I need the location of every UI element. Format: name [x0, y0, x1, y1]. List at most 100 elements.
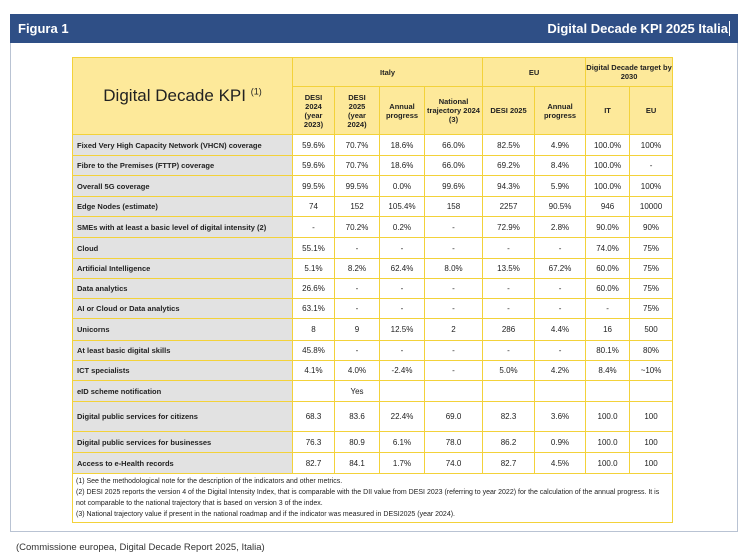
table-cell: - [379, 237, 425, 259]
table-cell: 78.0 [423, 431, 484, 453]
table-cell [292, 380, 335, 402]
table-cell: 2257 [482, 196, 536, 217]
table-cell: - [534, 298, 587, 319]
table-cell: - [334, 278, 380, 299]
table-cell: - [423, 216, 484, 238]
table-cell: 90.5% [534, 196, 587, 217]
table-cell: 70.2% [334, 216, 380, 238]
table-cell: 4.1% [292, 360, 335, 381]
table-row: SMEs with at least a basic level of digi… [72, 216, 674, 238]
table-cell: 69.2% [482, 155, 536, 176]
table-row: ICT specialists 4.1% 4.0% -2.4% -5.0% 4.2% 8.4… [72, 360, 674, 381]
figure-header: Figura 1 Digital Decade KPI 2025 Italia [10, 14, 738, 43]
table-cell: 4.9% [534, 134, 587, 156]
column-header: Annual progress [379, 86, 425, 135]
table-row: Fixed Very High Capacity Network (VHCN) … [72, 134, 674, 156]
table-cell: 4.5% [534, 452, 587, 474]
table-cell: 100 [629, 452, 674, 474]
table-cell: 75% [629, 298, 674, 319]
column-header: IT [585, 86, 631, 135]
table-row: AI or Cloud or Data analytics 63.1% - - - - - -… [72, 298, 674, 319]
table-cell: 8.4% [585, 360, 631, 381]
table-cell: 80% [629, 340, 674, 361]
table-cell: 59.6% [292, 134, 335, 156]
row-label: Fibre to the Premises (FTTP) coverage [72, 155, 293, 176]
table-cell: 5.0% [482, 360, 536, 381]
table-cell: - [334, 237, 380, 259]
table-cell: 26.6% [292, 278, 335, 299]
table-cell: 74.0% [585, 237, 631, 259]
table-cell: 100 [629, 401, 674, 432]
table-cell: 9 [334, 318, 380, 341]
group-target: Digital Decade target by 2030 [585, 57, 674, 87]
table-cell: 18.6% [379, 155, 425, 176]
column-header: National trajectory 2024 (3) [423, 86, 484, 135]
table-cell: 10000 [629, 196, 674, 217]
footnote: (2) DESI 2025 reports the version 4 of t… [76, 489, 660, 507]
table-cell: 4.4% [534, 318, 587, 341]
table-row: Artificial Intelligence 5.1% 8.2% 62.4% 8.0%… [72, 258, 674, 279]
table-cell: - [423, 340, 484, 361]
table-cell: 80.9 [334, 431, 380, 453]
column-header: DESI 2025 [482, 86, 536, 135]
table-row: Unicorns 8 9 12.5% 2 286 4.4% 16 500 [72, 318, 674, 341]
row-label: AI or Cloud or Data analytics [72, 298, 293, 319]
table-row: Data analytics 26.6% - - - - -60.0% 75% [72, 278, 674, 299]
table-cell: 286 [482, 318, 536, 341]
row-label: Artificial Intelligence [72, 258, 293, 279]
table-cell: 100.0 [585, 431, 631, 453]
table-cell: 80.1% [585, 340, 631, 361]
row-label: ICT specialists [72, 360, 293, 381]
group-eu: EU [482, 57, 587, 87]
table-cell: 99.5% [334, 175, 380, 197]
table-cell: 70.7% [334, 155, 380, 176]
table-cell: ~10% [629, 360, 674, 381]
kpi-table: Digital Decade KPI (1) Italy EU Digital … [71, 57, 674, 523]
table-cell: 68.3 [292, 401, 335, 432]
table-cell: - [585, 298, 631, 319]
footnote: (1) See the methodological note for the … [76, 478, 343, 485]
table-cell: 94.3% [482, 175, 536, 197]
table-cell: Yes [334, 380, 380, 402]
table-cell: 100.0 [585, 452, 631, 474]
table-notes: (1) See the methodological note for the … [71, 473, 674, 523]
table-cell: 84.1 [334, 452, 380, 474]
table-cell: - [423, 298, 484, 319]
group-italy: Italy [291, 57, 484, 87]
table-row: eID scheme notification Yes [72, 380, 674, 402]
table-cell: -2.4% [379, 360, 425, 381]
column-header: DESI 2025 (year 2024) [334, 86, 380, 135]
column-header: EU [629, 86, 674, 135]
table-cell [585, 380, 631, 402]
footnote: (3) National trajectory value if present… [76, 511, 455, 518]
table-cell: 946 [585, 196, 631, 217]
table-cell: - [423, 237, 484, 259]
table-cell: 12.5% [379, 318, 425, 341]
row-label: Digital public services for citizens [72, 401, 293, 432]
table-cell: 90% [629, 216, 674, 238]
table-cell: 100.0 [585, 401, 631, 432]
table-cell: 13.5% [482, 258, 536, 279]
table-cell: 55.1% [292, 237, 335, 259]
table-cell: 5.9% [534, 175, 587, 197]
table-cell: 5.1% [292, 258, 335, 279]
table-cell: 8.2% [334, 258, 380, 279]
table-cell: - [482, 278, 536, 299]
table-row: Digital public services for citizens 68.3… [72, 401, 674, 432]
table-cell: 90.0% [585, 216, 631, 238]
table-cell: 100.0% [585, 155, 631, 176]
table-cell: 1.7% [379, 452, 425, 474]
table-cell: - [534, 237, 587, 259]
table-cell: 22.4% [379, 401, 425, 432]
table-cell: 74 [292, 196, 335, 217]
table-cell: - [423, 278, 484, 299]
table-cell [534, 380, 587, 402]
table-cell: 75% [629, 237, 674, 259]
table-cell: 86.2 [482, 431, 536, 453]
table-cell: - [482, 237, 536, 259]
column-header: DESI 2024 (year 2023) [292, 86, 335, 135]
table-cell: - [482, 340, 536, 361]
table-cell: 3.6% [534, 401, 587, 432]
figure-title: Digital Decade KPI 2025 Italia [547, 21, 730, 36]
row-label: At least basic digital skills [72, 340, 293, 361]
